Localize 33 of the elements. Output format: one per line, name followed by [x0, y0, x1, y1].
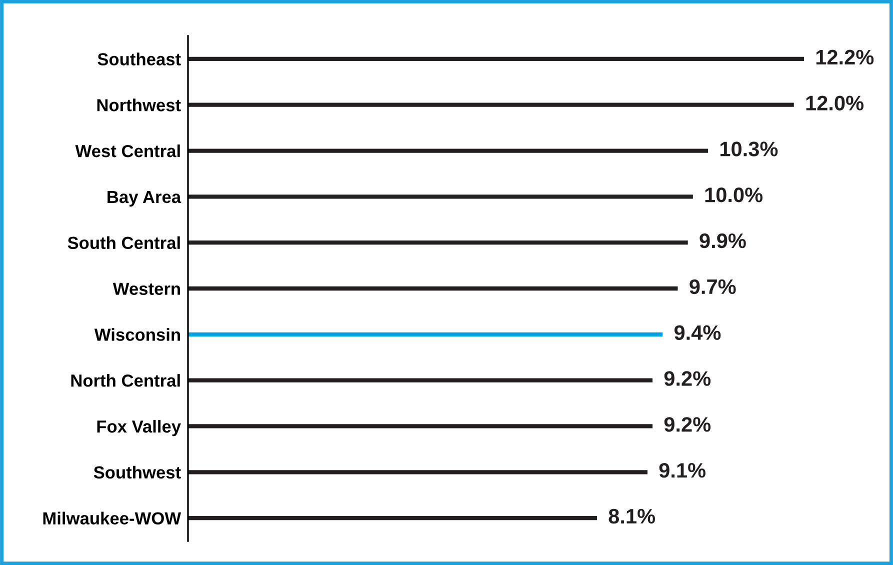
- data-label: 10.3%: [720, 142, 778, 156]
- y-tick-label: Southeast: [98, 52, 181, 66]
- data-label: 8.1%: [608, 508, 656, 524]
- data-label: 10.0%: [705, 188, 763, 202]
- data-label: 12.0%: [806, 96, 864, 110]
- y-tick-label: Northwest: [97, 98, 181, 112]
- y-tick-label: North Central: [71, 374, 180, 387]
- bar: [188, 516, 597, 520]
- y-tick-label: Wisconsin: [94, 328, 180, 341]
- y-tick-label: South Central: [68, 236, 180, 250]
- data-label: 9.1%: [659, 462, 706, 478]
- data-label: 9.4%: [674, 325, 721, 340]
- bar: [188, 148, 708, 153]
- bar: [188, 424, 653, 428]
- bar: [188, 240, 688, 245]
- y-tick-label: Milwaukee-WOW: [43, 512, 182, 525]
- y-tick-label: Fox Valley: [97, 420, 181, 436]
- data-label: 9.2%: [664, 371, 711, 386]
- bar: [188, 102, 794, 107]
- data-label: 9.7%: [690, 279, 736, 294]
- bar: [188, 194, 693, 199]
- bar: [188, 56, 804, 62]
- y-tick-label: Southwest: [94, 466, 181, 479]
- bar: [188, 332, 663, 336]
- data-label: 12.2%: [816, 50, 874, 65]
- y-tick-label: Bay Area: [108, 191, 182, 207]
- y-tick-label: West Central: [75, 144, 180, 158]
- y-tick-label: Western: [112, 282, 180, 295]
- data-label: 9.9%: [700, 233, 746, 248]
- bar: [188, 286, 678, 291]
- data-label: 9.2%: [664, 417, 711, 432]
- bar: [188, 470, 648, 474]
- bar: [188, 378, 653, 382]
